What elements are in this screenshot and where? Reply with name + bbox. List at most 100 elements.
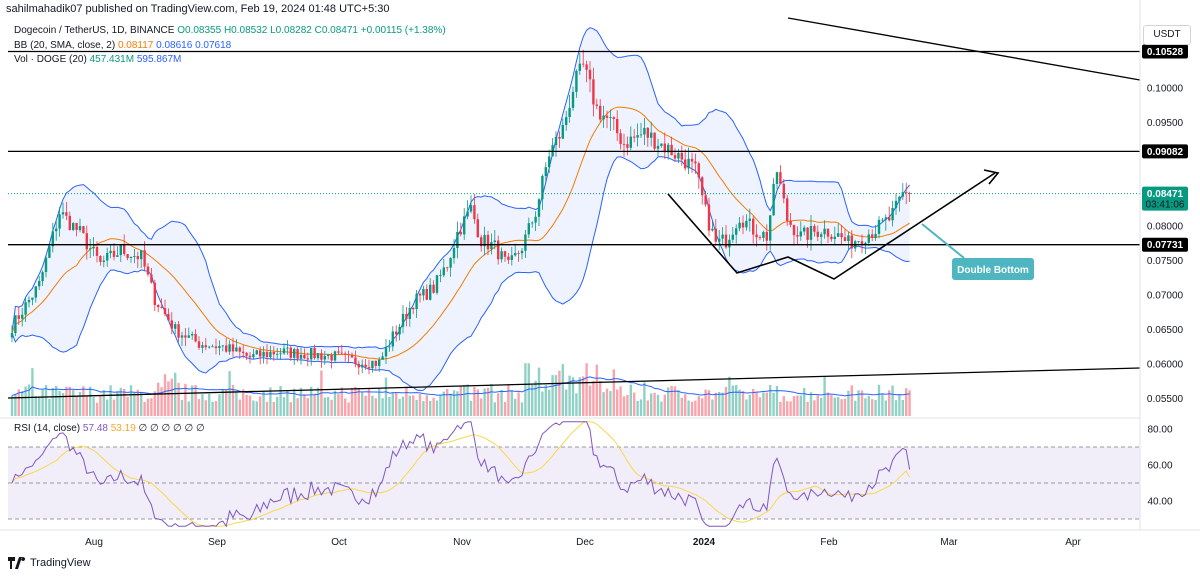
time-tick-label: Nov <box>453 537 471 548</box>
volume-bar <box>762 392 765 416</box>
volume-bar <box>78 391 82 416</box>
volume-bar <box>772 392 775 416</box>
candle-body <box>588 69 592 80</box>
candle-body <box>456 231 459 248</box>
volume-bar <box>391 392 394 416</box>
candle-body <box>565 117 568 125</box>
volume-bar <box>527 363 530 416</box>
bb-basis: 0.08117 <box>117 40 154 51</box>
volume-bar <box>670 385 673 416</box>
candle-body <box>864 242 867 245</box>
candle-body <box>731 234 734 240</box>
volume-bar <box>701 398 704 416</box>
candle-body <box>269 352 272 357</box>
volume-bar <box>663 394 666 416</box>
volume-bar <box>857 390 860 416</box>
volume-bar <box>337 394 340 416</box>
candle-body <box>65 212 68 216</box>
candle-body <box>762 231 765 238</box>
candle-body <box>714 228 717 242</box>
symbol-legend: Dogecoin / TetherUS, 1D, BINANCE O0.0835… <box>14 25 446 36</box>
volume-bar <box>129 385 133 416</box>
candle-body <box>320 353 323 360</box>
candle-body <box>877 219 881 234</box>
candle-body <box>609 117 612 118</box>
candle-body <box>344 353 347 355</box>
candle-body <box>646 127 649 138</box>
volume-bar <box>599 381 602 416</box>
volume-bar <box>653 392 656 416</box>
currency-button[interactable]: USDT <box>1143 25 1191 45</box>
candle-body <box>690 158 694 162</box>
candle-body <box>310 348 313 360</box>
volume-bar <box>524 363 527 416</box>
volume-bar <box>157 382 160 416</box>
volume-bar <box>568 375 571 416</box>
volume-bar <box>704 389 707 416</box>
candle-body <box>656 145 660 149</box>
candle-body <box>255 350 258 355</box>
volume-bar <box>660 401 663 416</box>
volume-bar <box>639 399 643 416</box>
volume-bar <box>160 387 163 416</box>
bb-lower: 0.07618 <box>195 40 232 51</box>
candle-body <box>847 235 850 242</box>
candle-body <box>527 223 530 235</box>
candle-body <box>721 234 724 239</box>
bb-legend: BB (20, SMA, close, 2) 0.08117 0.08616 0… <box>14 40 231 51</box>
volume-bar <box>242 389 245 416</box>
volume-bar <box>95 402 99 416</box>
ohlc-open: O0.08355 <box>177 25 222 36</box>
volume-bar <box>218 394 221 416</box>
volume-bar <box>864 398 867 416</box>
annotation-box <box>952 258 1034 280</box>
volume-bar <box>367 388 371 416</box>
rsi-ma-value: 53.19 <box>110 423 136 434</box>
candle-body <box>95 247 99 256</box>
volume-bar <box>507 384 510 416</box>
rsi-tick-label: 60.00 <box>1147 461 1172 472</box>
candle-body <box>816 231 819 237</box>
candle-body <box>180 335 184 338</box>
volume-bar <box>55 385 58 416</box>
volume-bar <box>551 375 554 416</box>
volume-bar <box>180 399 184 416</box>
volume-bar <box>177 382 180 416</box>
candle-body <box>782 183 785 199</box>
price-tick-label: 0.10000 <box>1147 84 1184 95</box>
volume-bar <box>170 378 173 416</box>
volume-bar <box>758 397 762 416</box>
price-tick-label: 0.09500 <box>1147 118 1184 129</box>
volume-bar <box>908 390 911 416</box>
volume-bar <box>891 385 894 416</box>
candle-body <box>901 192 904 197</box>
candle-body <box>123 244 126 254</box>
volume-bar <box>204 400 207 416</box>
level-tag-label-1: 0.10528 <box>1147 47 1184 58</box>
candle-body <box>194 334 197 342</box>
level-tag-label-2: 0.09082 <box>1147 147 1184 158</box>
candle-body <box>10 333 14 338</box>
volume-bar <box>374 398 377 416</box>
volume-bar <box>459 386 462 416</box>
volume-bar <box>803 388 806 416</box>
arrow-head-icon <box>983 169 1000 185</box>
volume-bar <box>612 369 615 416</box>
volume-bar <box>514 398 517 416</box>
volume-bars <box>10 363 911 416</box>
candle-body <box>177 324 180 338</box>
vol-value: 457.431M <box>89 54 135 65</box>
volume-bar <box>72 390 75 416</box>
candle-body <box>694 161 697 164</box>
candle-body <box>483 234 486 247</box>
volume-bar <box>191 385 194 416</box>
bb-band-fill <box>12 27 910 391</box>
volume-bar <box>602 392 605 416</box>
time-tick-label: Dec <box>576 537 594 548</box>
volume-bar <box>412 395 415 416</box>
volume-bar <box>401 396 405 416</box>
candle-body <box>262 351 265 357</box>
volume-bar <box>439 394 442 416</box>
candle-body <box>602 115 605 120</box>
